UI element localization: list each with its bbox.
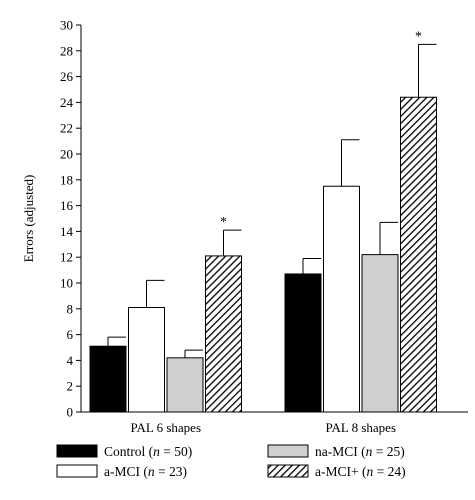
legend-label: a-MCI+ (n = 24) [315,464,406,479]
y-tick-label: 26 [60,69,74,84]
y-tick-label: 28 [60,43,73,58]
significance-marker: * [220,215,227,230]
y-tick-label: 4 [67,353,74,368]
legend-label: Control (n = 50) [104,444,192,459]
legend: Control (n = 50) a-MCI (n = 23) na-MCI (n … [56,444,406,479]
legend-swatch [56,464,98,478]
y-tick-label: 10 [60,276,73,291]
y-tick-label: 14 [60,224,74,239]
bar-na-mci-2 [361,254,399,413]
significance-marker: * [415,29,422,44]
legend-swatch [56,444,98,458]
y-tick-label: 30 [60,18,73,33]
bar-na-mci-1 [166,357,204,413]
y-tick-label: 8 [67,301,74,316]
bar-a-mci-2 [323,185,360,413]
y-tick-label: 24 [60,95,74,110]
legend-label: a-MCI (n = 23) [104,464,187,479]
x-category-label: PAL 6 shapes [130,420,201,435]
bar-a-mci--1 [205,255,242,413]
legend-label: na-MCI (n = 25) [315,444,405,459]
y-tick-label: 18 [60,172,73,187]
bar-control-2 [284,273,322,413]
bars-group: ** [89,29,437,413]
y-tick-label: 16 [60,198,74,213]
bar-control-1 [89,345,127,413]
y-tick-label: 12 [60,250,73,265]
legend-swatch [267,444,309,458]
x-category-label: PAL 8 shapes [325,420,396,435]
y-axis-label: Errors (adjusted) [21,175,36,263]
y-tick-label: 0 [67,405,74,420]
y-tick-label: 6 [67,327,74,342]
y-tick-label: 20 [60,147,73,162]
bar-a-mci--2 [400,96,437,413]
bar-a-mci-1 [128,307,165,413]
legend-swatch [267,464,309,478]
y-tick-label: 2 [67,379,74,394]
y-tick-label: 22 [60,121,73,136]
